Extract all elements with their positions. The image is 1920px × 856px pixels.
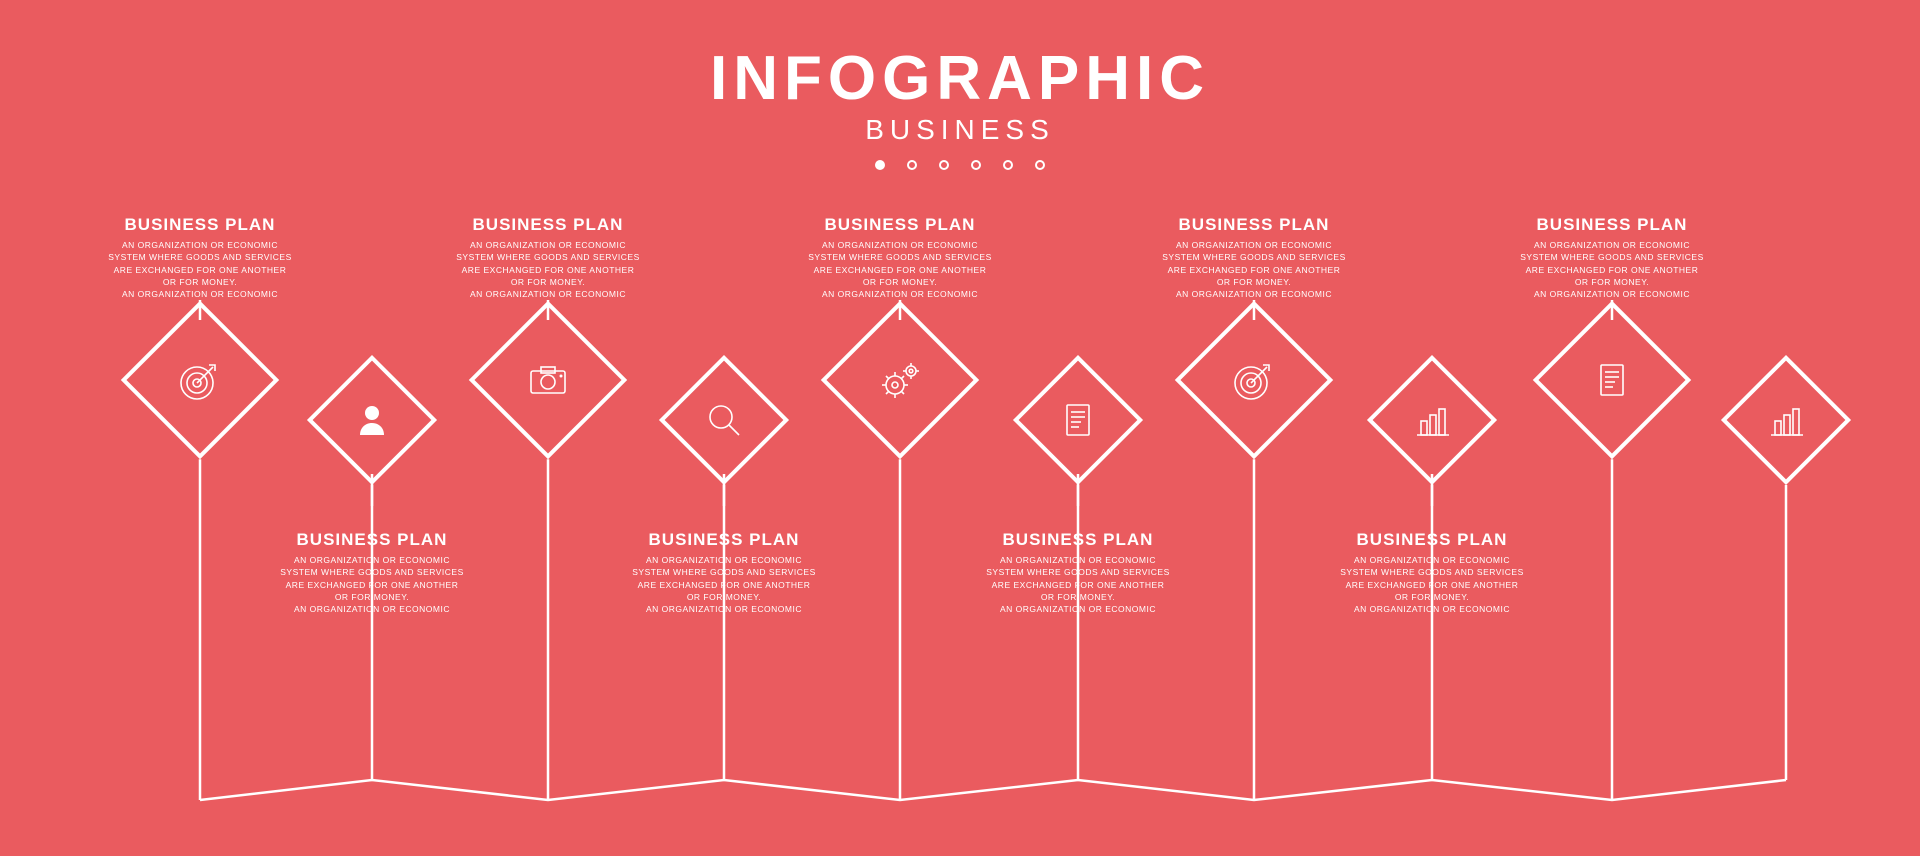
- item-texts: BUSINESS PLAN AN ORGANIZATION OR ECONOMIC…: [0, 0, 1920, 856]
- item-desc: AN ORGANIZATION OR ECONOMICSYSTEM WHERE …: [800, 239, 1000, 301]
- item-heading: BUSINESS PLAN: [1332, 530, 1532, 550]
- item-top-2: BUSINESS PLAN AN ORGANIZATION OR ECONOMIC…: [800, 215, 1000, 301]
- item-top-4: BUSINESS PLAN AN ORGANIZATION OR ECONOMIC…: [1512, 215, 1712, 301]
- item-heading: BUSINESS PLAN: [1154, 215, 1354, 235]
- item-bot-1: BUSINESS PLAN AN ORGANIZATION OR ECONOMIC…: [624, 530, 824, 616]
- item-desc: AN ORGANIZATION OR ECONOMICSYSTEM WHERE …: [978, 554, 1178, 616]
- item-heading: BUSINESS PLAN: [100, 215, 300, 235]
- item-desc: AN ORGANIZATION OR ECONOMICSYSTEM WHERE …: [1332, 554, 1532, 616]
- item-heading: BUSINESS PLAN: [978, 530, 1178, 550]
- item-top-3: BUSINESS PLAN AN ORGANIZATION OR ECONOMIC…: [1154, 215, 1354, 301]
- item-bot-3: BUSINESS PLAN AN ORGANIZATION OR ECONOMIC…: [1332, 530, 1532, 616]
- item-bot-0: BUSINESS PLAN AN ORGANIZATION OR ECONOMIC…: [272, 530, 472, 616]
- item-desc: AN ORGANIZATION OR ECONOMICSYSTEM WHERE …: [624, 554, 824, 616]
- item-heading: BUSINESS PLAN: [1512, 215, 1712, 235]
- item-desc: AN ORGANIZATION OR ECONOMICSYSTEM WHERE …: [1154, 239, 1354, 301]
- item-desc: AN ORGANIZATION OR ECONOMICSYSTEM WHERE …: [448, 239, 648, 301]
- infographic-canvas: INFOGRAPHIC BUSINESS BUSINESS PLANAN ORG…: [0, 0, 1920, 856]
- item-desc: AN ORGANIZATION OR ECONOMICSYSTEM WHERE …: [272, 554, 472, 616]
- item-heading: BUSINESS PLAN: [272, 530, 472, 550]
- item-heading: BUSINESS PLAN: [800, 215, 1000, 235]
- item-top-1: BUSINESS PLAN AN ORGANIZATION OR ECONOMIC…: [448, 215, 648, 301]
- item-bot-2: BUSINESS PLAN AN ORGANIZATION OR ECONOMIC…: [978, 530, 1178, 616]
- item-desc: AN ORGANIZATION OR ECONOMICSYSTEM WHERE …: [100, 239, 300, 301]
- item-heading: BUSINESS PLAN: [448, 215, 648, 235]
- item-heading: BUSINESS PLAN: [624, 530, 824, 550]
- item-desc: AN ORGANIZATION OR ECONOMICSYSTEM WHERE …: [1512, 239, 1712, 301]
- item-top-0: BUSINESS PLAN AN ORGANIZATION OR ECONOMIC…: [100, 215, 300, 301]
